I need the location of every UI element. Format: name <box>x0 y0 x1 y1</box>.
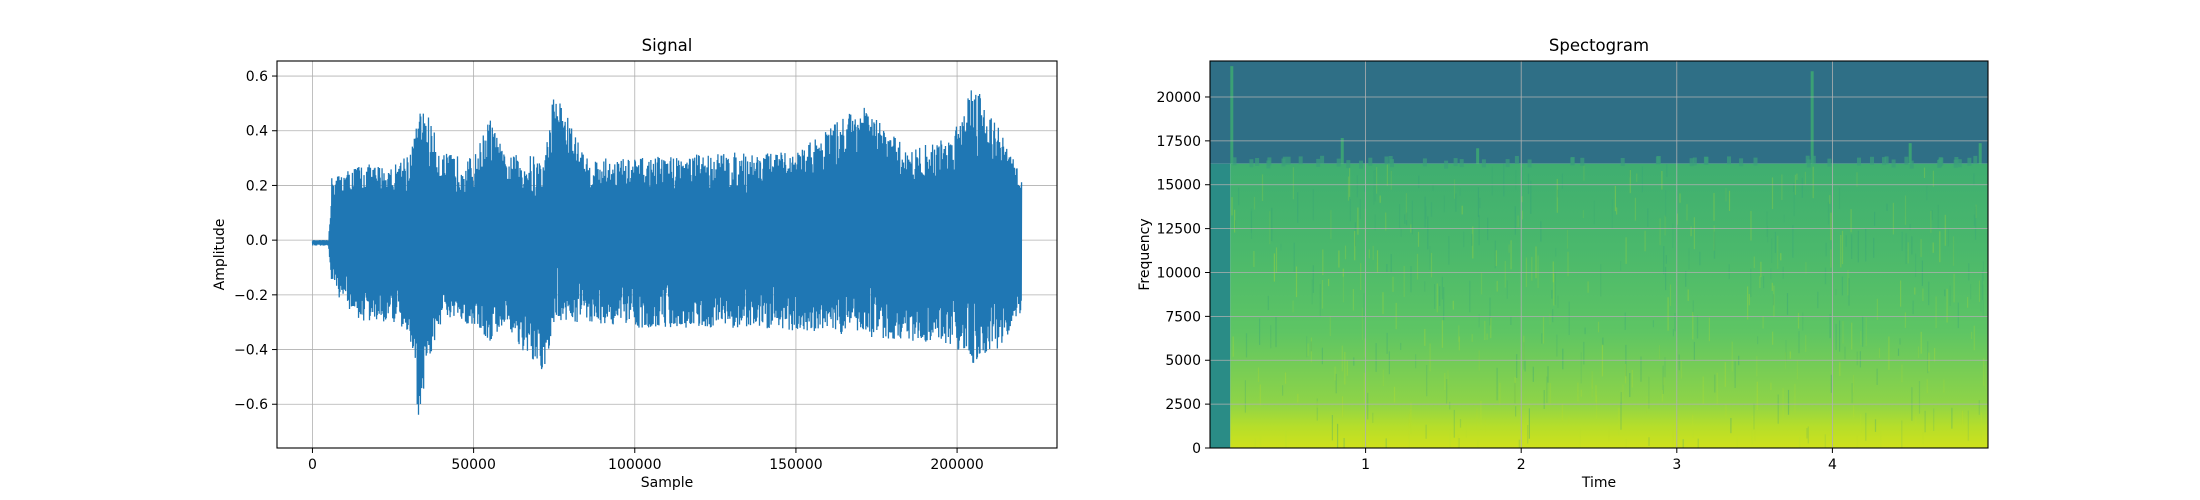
spectrogram-transient <box>1340 138 1344 164</box>
x-tick-label: 100000 <box>608 457 661 473</box>
spectrogram-image <box>1210 61 1988 448</box>
spectrogram-title: Spectogram <box>1549 36 1649 55</box>
spectrogram-texture <box>1230 66 1988 448</box>
spectrogram-transient <box>1230 66 1234 164</box>
x-tick-label: 50000 <box>451 457 496 473</box>
y-tick-label: −0.6 <box>234 397 268 413</box>
spectrogram-transient <box>1978 143 1982 164</box>
signal-y-axis-label: Amplitude <box>212 219 228 291</box>
y-tick-label: 5000 <box>1165 353 1201 369</box>
y-tick-label: 0.2 <box>246 178 268 194</box>
spectrogram-y-axis-label: Frequency <box>1137 218 1153 290</box>
y-tick-label: 2500 <box>1165 397 1201 413</box>
y-tick-label: −0.2 <box>234 288 268 304</box>
y-tick-label: 20000 <box>1156 90 1201 106</box>
x-tick-label: 0 <box>308 457 317 473</box>
spectrogram-axes-frame <box>1209 60 1989 449</box>
signal-waveform <box>311 90 1023 415</box>
spectrogram-y-ticks: 0 2500 5000 7500 10000 12500 15000 17500 20000 <box>1156 90 1210 457</box>
spectrogram-transient <box>1476 148 1480 164</box>
x-tick-label: 4 <box>1828 457 1837 473</box>
x-tick-label: 2 <box>1517 457 1526 473</box>
spectrogram-transient <box>1908 143 1912 164</box>
signal-panel: Signal 0 50000 100000 150000 200000 −0.6 −0.4… <box>212 36 1058 491</box>
y-tick-label: 0.4 <box>246 124 268 140</box>
spectrogram-x-axis-label: Time <box>1581 475 1616 491</box>
spectrogram-transient <box>1810 71 1814 164</box>
y-tick-label: 0.6 <box>246 69 268 85</box>
y-tick-label: 0.0 <box>246 233 268 249</box>
signal-x-ticks: 0 50000 100000 150000 200000 <box>308 448 984 473</box>
y-tick-label: 7500 <box>1165 309 1201 325</box>
spectrogram-body <box>1230 163 1988 405</box>
spectrogram-grid <box>1210 61 1988 449</box>
y-tick-label: 12500 <box>1156 222 1201 238</box>
spectrogram-pre-onset <box>1210 163 1231 448</box>
signal-title: Signal <box>642 36 693 55</box>
x-tick-label: 200000 <box>930 457 983 473</box>
signal-y-ticks: −0.6 −0.4 −0.2 0.0 0.2 0.4 0.6 <box>234 69 277 413</box>
signal-line <box>311 90 1023 415</box>
y-tick-label: −0.4 <box>234 343 268 359</box>
signal-x-axis-label: Sample <box>641 475 694 491</box>
y-tick-label: 17500 <box>1156 134 1201 150</box>
x-tick-label: 3 <box>1672 457 1681 473</box>
signal-axes-frame <box>276 60 1058 449</box>
spectrogram-high-band <box>1210 61 1988 164</box>
x-tick-label: 150000 <box>769 457 822 473</box>
y-tick-label: 15000 <box>1156 178 1201 194</box>
y-tick-label: 0 <box>1192 441 1201 457</box>
spectrogram-x-ticks: 1 2 3 4 <box>1361 448 1837 473</box>
y-tick-label: 10000 <box>1156 265 1201 281</box>
spectrogram-panel: Spectogram 1 2 3 4 0 2500 5000 7500 10000 12500 1… <box>1137 36 1989 491</box>
x-tick-label: 1 <box>1361 457 1370 473</box>
spectrogram-low-band <box>1230 404 1988 448</box>
